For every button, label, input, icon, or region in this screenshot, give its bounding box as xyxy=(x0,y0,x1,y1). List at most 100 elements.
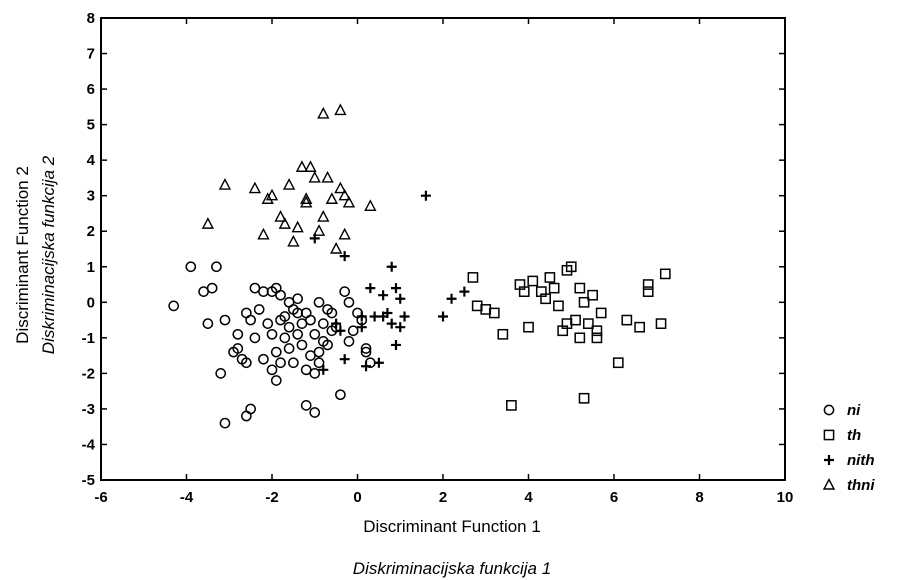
point-th xyxy=(553,300,564,312)
y-tick-label: 2 xyxy=(87,223,95,240)
x-tick-label: -2 xyxy=(265,489,278,506)
point-th xyxy=(561,318,573,329)
legend-marker-thni xyxy=(822,477,836,490)
point-thni xyxy=(338,188,351,201)
point-thni xyxy=(304,160,317,172)
legend-marker-th xyxy=(823,429,835,441)
point-ni xyxy=(339,286,351,297)
y-tick-label: -3 xyxy=(82,401,95,418)
point-ni xyxy=(296,339,308,351)
point-ni xyxy=(275,357,286,369)
point-nith xyxy=(420,190,431,201)
x-tick-label: 8 xyxy=(695,489,703,506)
point-thni xyxy=(338,227,351,240)
point-th xyxy=(591,332,603,344)
point-ni xyxy=(283,343,295,354)
point-ni xyxy=(232,343,244,354)
point-th xyxy=(642,286,654,297)
y-tick-label: -4 xyxy=(82,436,96,453)
point-nith xyxy=(339,354,350,365)
x-axis-title: Discriminant Function 1 xyxy=(363,517,541,536)
point-ni xyxy=(219,417,231,429)
point-ni xyxy=(202,318,214,329)
point-ni xyxy=(258,353,269,365)
point-ni xyxy=(266,328,278,340)
x-tick-label: -6 xyxy=(94,489,107,506)
legend-item-thni: thni xyxy=(822,477,875,494)
y-tick-label: 5 xyxy=(87,117,95,134)
point-ni xyxy=(279,332,291,344)
point-nith xyxy=(335,325,346,336)
point-ni xyxy=(305,350,316,361)
point-ni xyxy=(313,357,325,369)
point-nith xyxy=(390,339,401,350)
point-th xyxy=(574,332,586,344)
point-ni xyxy=(275,314,286,326)
point-thni xyxy=(321,170,334,183)
y-tick-label: -5 xyxy=(82,472,95,489)
point-th xyxy=(488,307,500,319)
y-tick-label: 7 xyxy=(87,46,95,63)
point-ni xyxy=(292,293,303,305)
point-ni xyxy=(322,339,333,351)
y-tick-label: 0 xyxy=(87,294,95,311)
y-tick-label: 4 xyxy=(87,152,96,169)
point-nith xyxy=(390,283,401,294)
point-ni xyxy=(288,357,299,369)
legend-item-ni: ni xyxy=(823,402,861,419)
point-thni xyxy=(312,224,326,236)
point-thni xyxy=(334,181,347,194)
point-thni xyxy=(364,199,377,212)
point-ni xyxy=(270,375,282,386)
y-axis-title-secondary: Diskriminacijska funkcija 2 xyxy=(39,155,58,354)
point-ni xyxy=(241,410,252,422)
y-tick-label: 3 xyxy=(87,188,95,205)
point-nith xyxy=(331,318,342,329)
point-ni xyxy=(317,318,329,329)
point-nith xyxy=(386,261,397,272)
point-nith xyxy=(361,361,372,372)
point-th xyxy=(583,318,594,329)
point-thni xyxy=(308,170,321,183)
point-ni xyxy=(283,321,295,333)
point-thni xyxy=(257,227,270,240)
point-nith xyxy=(369,311,380,322)
legend-marker-nith xyxy=(824,455,834,465)
point-ni xyxy=(292,328,303,340)
legend-label: th xyxy=(847,427,861,444)
legend-item-nith: nith xyxy=(824,452,875,469)
point-nith xyxy=(395,293,406,304)
point-thni xyxy=(325,192,339,204)
point-ni xyxy=(313,296,325,308)
point-nith xyxy=(373,357,384,368)
point-thni xyxy=(282,178,296,190)
point-th xyxy=(574,282,586,294)
point-ni xyxy=(305,314,316,326)
point-ni xyxy=(343,336,355,347)
point-thni xyxy=(278,217,291,229)
x-tick-label: 10 xyxy=(777,489,794,506)
y-tick-label: 1 xyxy=(87,259,95,276)
point-nith xyxy=(399,311,410,322)
point-th xyxy=(518,286,530,297)
x-axis: -6 -4 -2 0 2 4 6 8 10 xyxy=(94,18,793,506)
legend-item-th: th xyxy=(823,427,861,444)
plot-frame xyxy=(100,17,786,481)
point-ni xyxy=(185,261,197,273)
point-nith xyxy=(386,318,397,329)
point-ni xyxy=(335,389,346,401)
point-thni xyxy=(218,178,232,190)
point-ni xyxy=(360,343,372,354)
point-th xyxy=(621,314,633,326)
point-nith xyxy=(438,311,448,322)
point-ni xyxy=(262,318,274,329)
point-th xyxy=(565,261,577,273)
x-tick-label: 0 xyxy=(353,489,361,506)
point-ni xyxy=(347,325,359,337)
point-thni xyxy=(291,220,304,233)
point-ni xyxy=(326,307,338,319)
point-th xyxy=(548,282,560,294)
point-th xyxy=(544,272,556,283)
point-ni xyxy=(270,346,282,358)
